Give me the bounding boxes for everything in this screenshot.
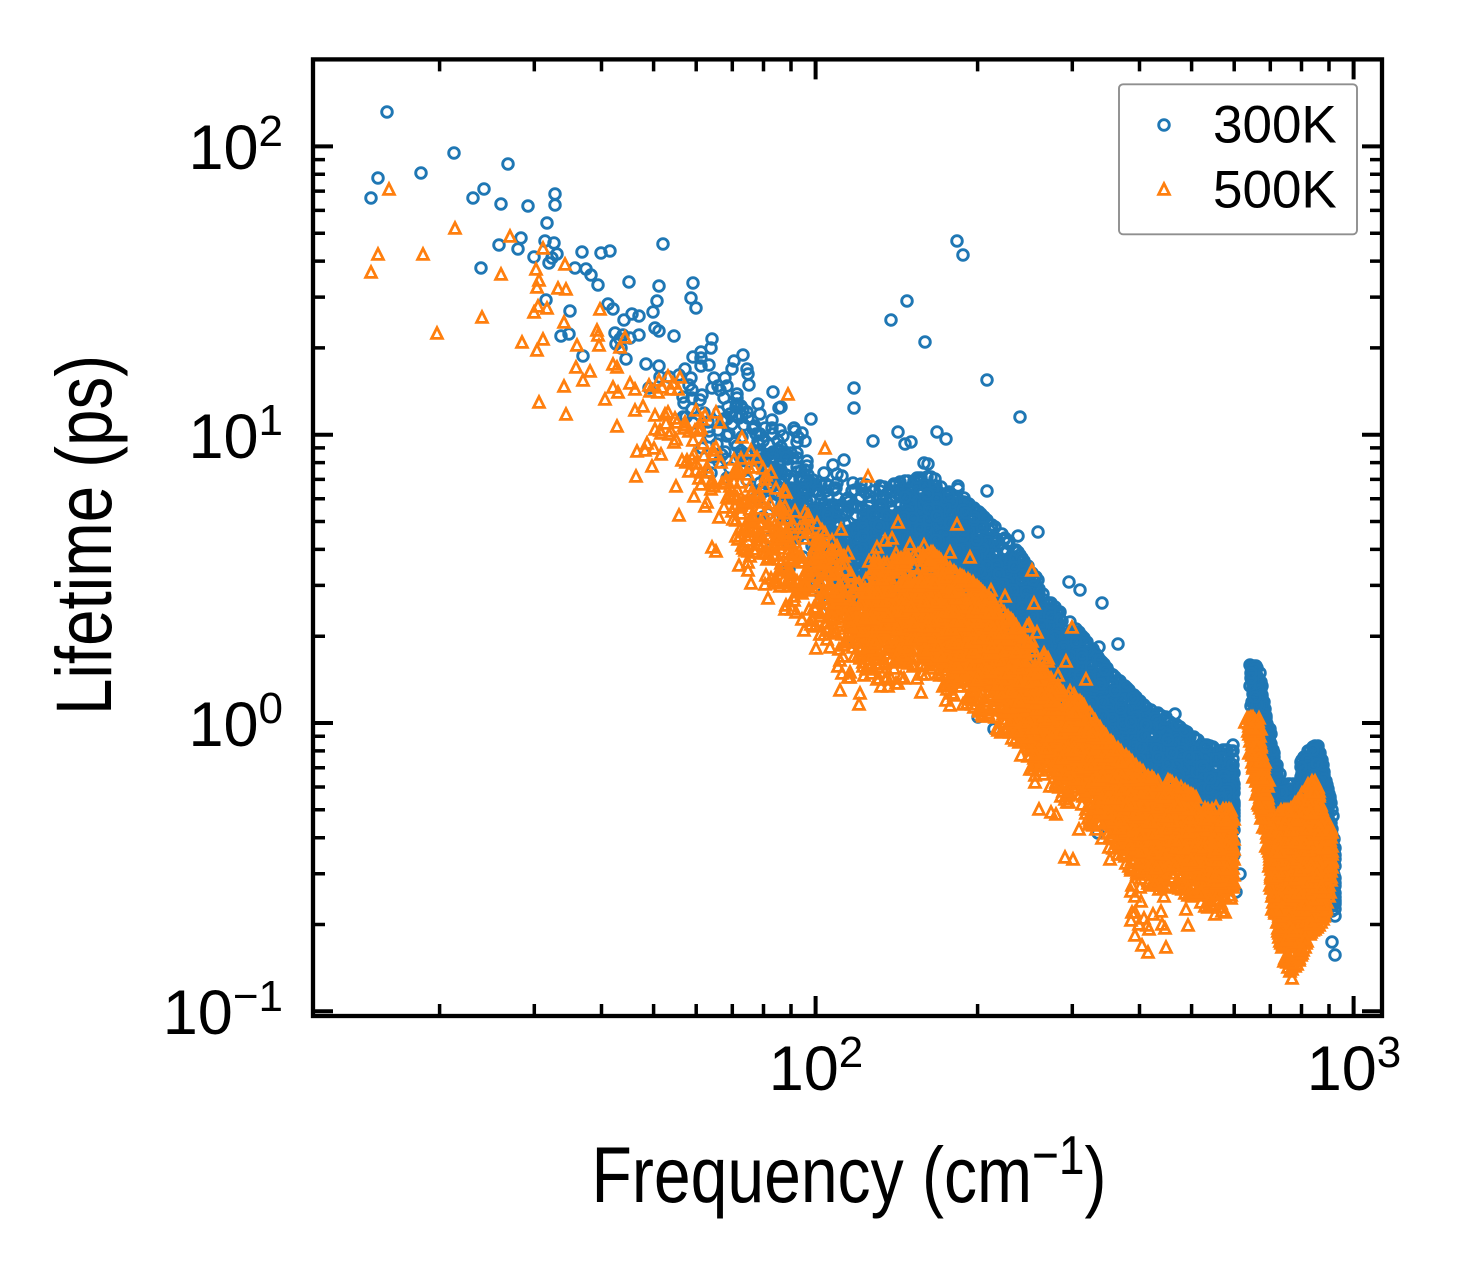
svg-text:300K: 300K [1213, 96, 1337, 155]
svg-text:10−1: 10−1 [163, 972, 283, 1048]
svg-text:101: 101 [188, 396, 283, 472]
svg-text:500K: 500K [1213, 161, 1337, 220]
svg-text:102: 102 [188, 107, 283, 183]
svg-text:100: 100 [188, 684, 283, 760]
svg-text:103: 103 [1307, 1028, 1402, 1104]
svg-text:102: 102 [769, 1028, 864, 1104]
svg-text:Frequency (cm−1): Frequency (cm−1) [592, 1124, 1107, 1219]
svg-text:Lifetime (ps): Lifetime (ps) [39, 355, 128, 715]
